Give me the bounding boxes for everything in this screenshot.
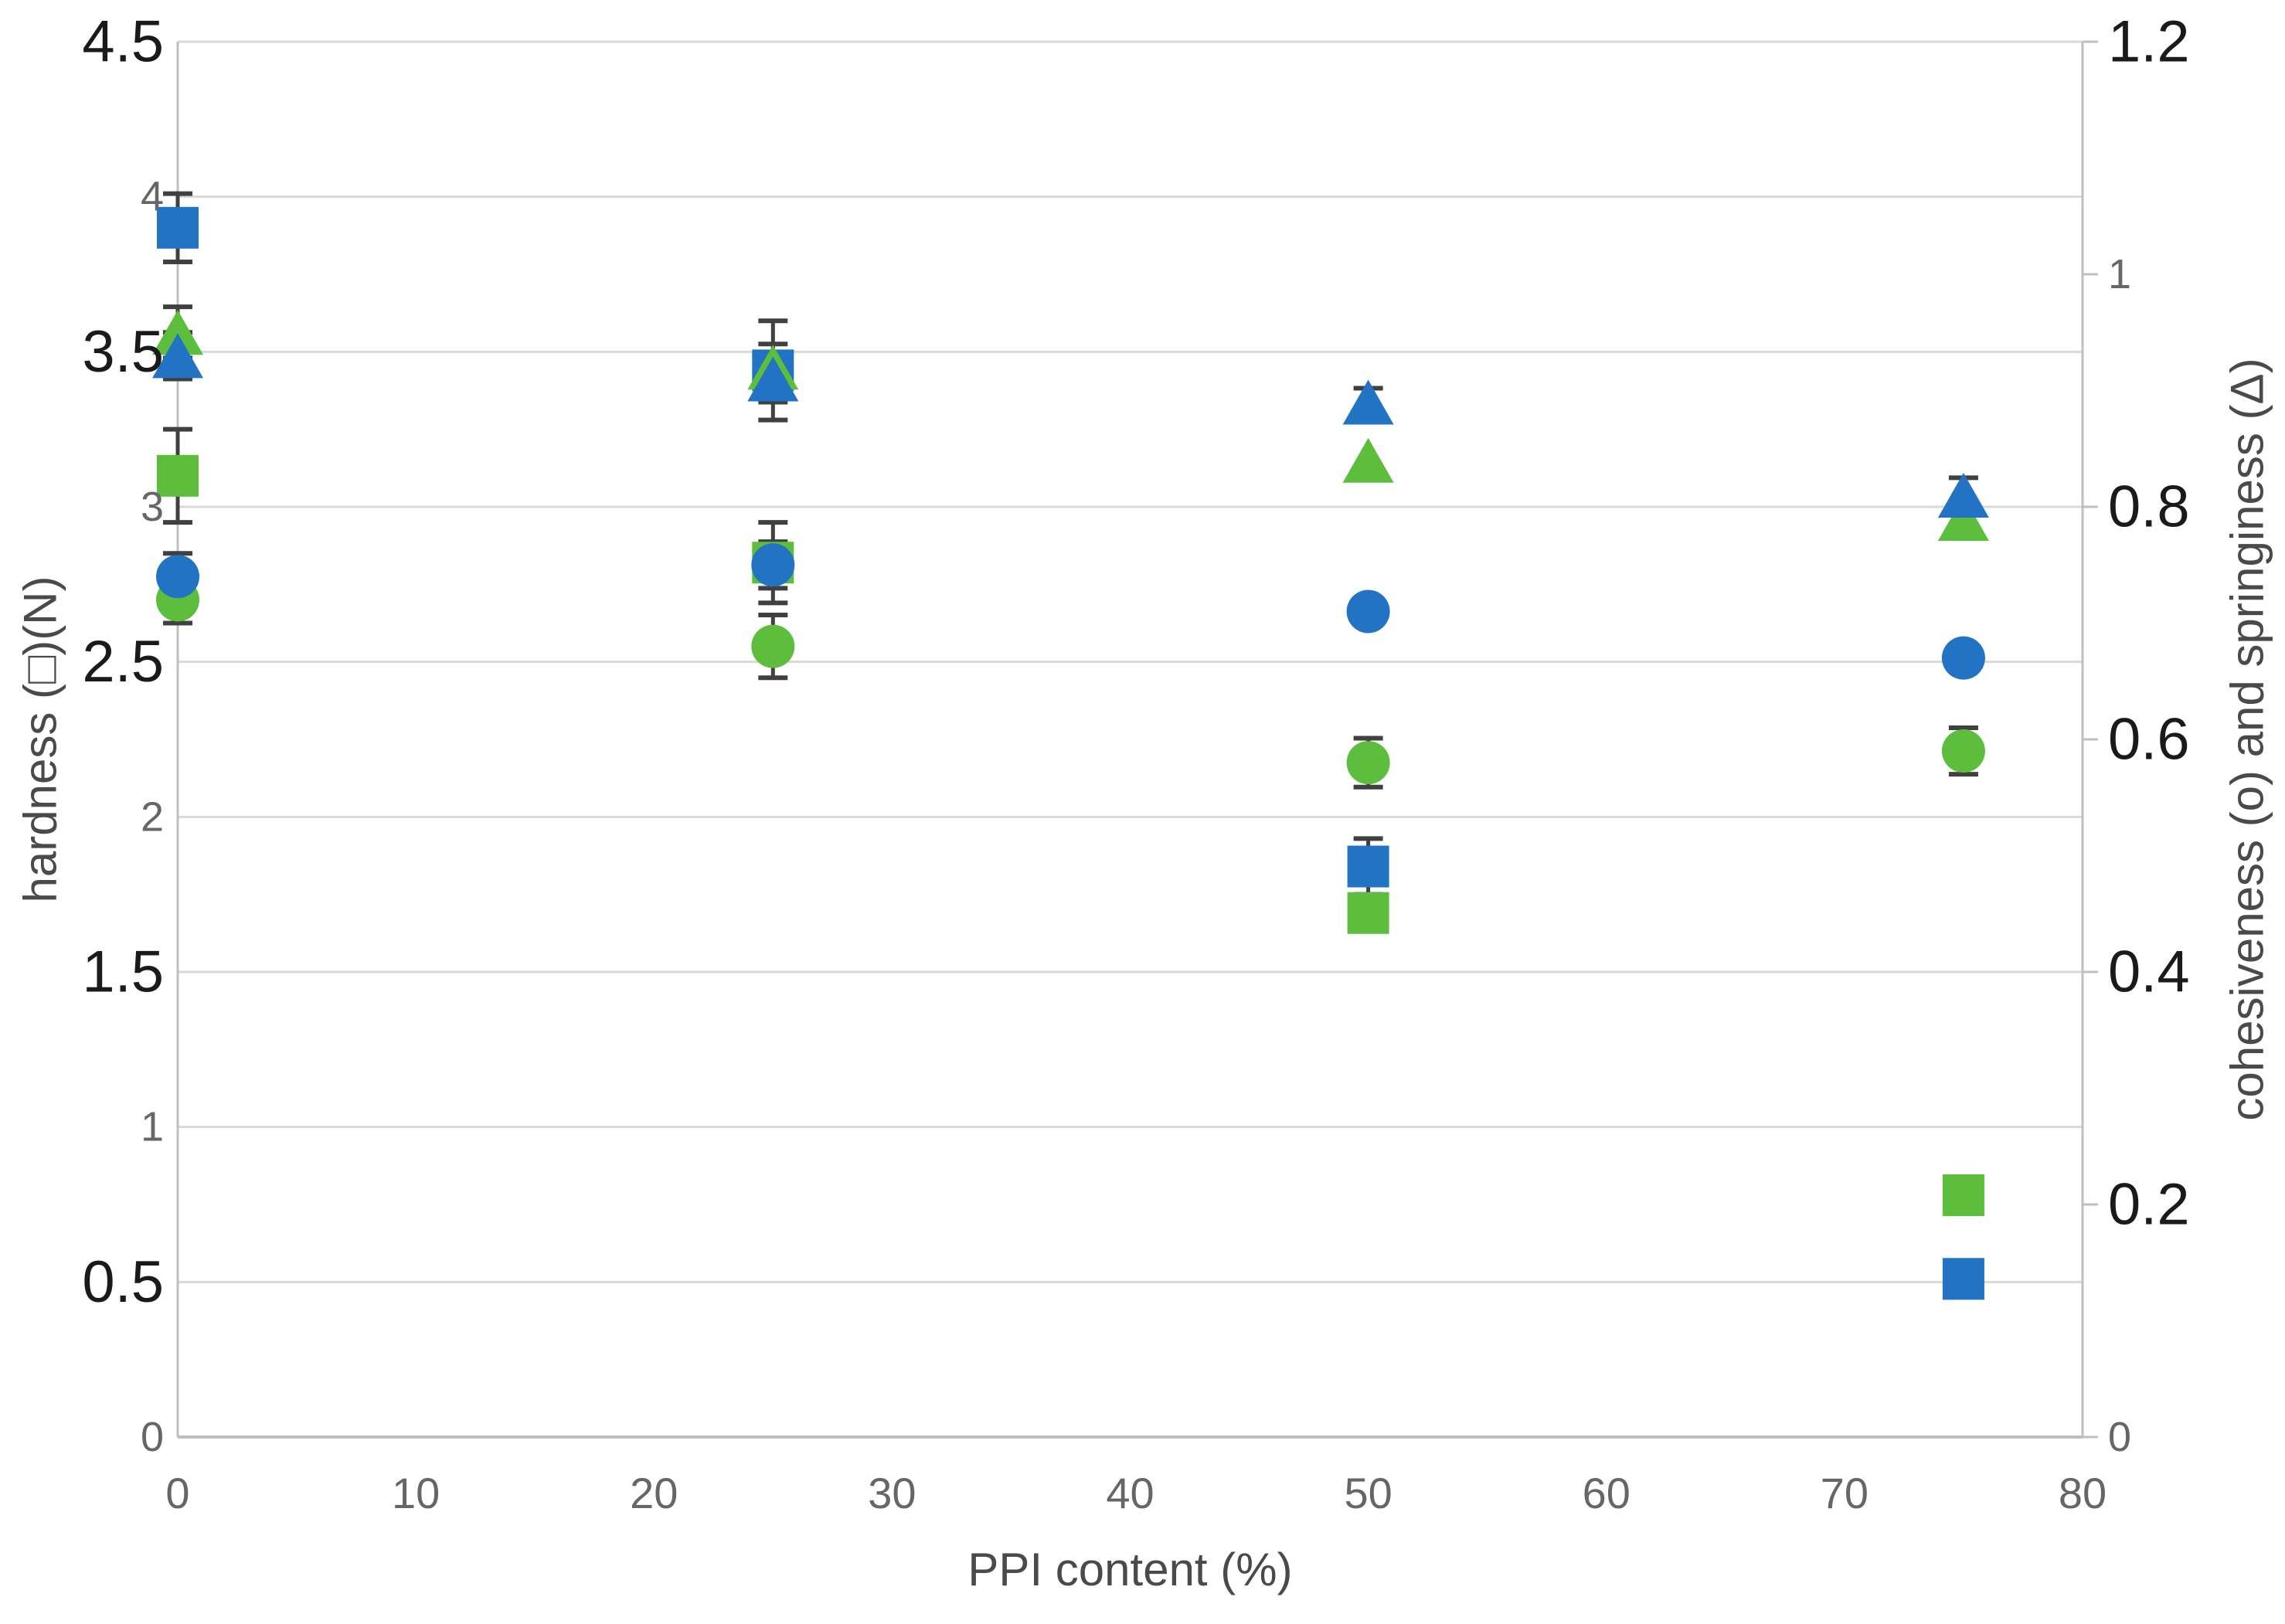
x-tick-label: 80 (2059, 1469, 2106, 1517)
marker-hardness-blue (1942, 1258, 1984, 1300)
tick-labels-layer: 4.543.532.521.510.501.210.80.60.40.200 10… (82, 9, 2189, 1518)
y-left-tick-label: 1 (141, 1104, 164, 1150)
x-tick-label: 60 (1583, 1469, 1630, 1517)
y-axis-title-left: hardness (□)(N) (15, 576, 66, 903)
marker-springiness-blue (152, 333, 203, 379)
y-left-tick-label: 0 (141, 1414, 164, 1460)
data-markers-layer (152, 206, 1989, 1300)
marker-springiness-blue (1937, 472, 1989, 518)
y-right-tick-label: 0.8 (2108, 474, 2190, 540)
x-tick-label: 50 (1344, 1469, 1392, 1517)
marker-cohesiveness-green (1346, 741, 1390, 785)
x-tick-label: 10 (392, 1469, 440, 1517)
y-right-tick-label: 1 (2108, 251, 2131, 297)
y-left-tick-label: 2 (141, 793, 164, 840)
marker-springiness-green (1937, 496, 1989, 542)
gridlines-layer (178, 40, 2083, 1283)
y-left-tick-label: 0.5 (82, 1249, 164, 1315)
marker-cohesiveness-blue (1941, 636, 1985, 680)
y-left-tick-label: 3 (141, 484, 164, 530)
y-right-tick-label: 1.2 (2108, 9, 2190, 75)
marker-hardness-green (157, 454, 199, 497)
x-tick-label: 40 (1106, 1469, 1154, 1517)
marker-cohesiveness-green (751, 624, 795, 668)
x-tick-label: 70 (1821, 1469, 1868, 1517)
marker-springiness-green (152, 310, 203, 355)
marker-cohesiveness-blue (156, 555, 199, 599)
y-axis-title-right: cohesiveness (o) and springiness (Δ) (2222, 358, 2273, 1120)
error-bars-layer (163, 191, 1978, 897)
marker-cohesiveness-green (1941, 729, 1985, 773)
axes-layer (176, 40, 2098, 1439)
y-left-tick-label: 1.5 (82, 939, 164, 1005)
y-left-tick-label: 4 (141, 174, 164, 220)
y-right-tick-label: 0 (2108, 1414, 2131, 1460)
y-right-tick-label: 0.2 (2108, 1172, 2190, 1238)
y-left-tick-label: 2.5 (82, 629, 164, 695)
marker-springiness-blue (747, 356, 799, 402)
y-right-tick-label: 0.4 (2108, 939, 2190, 1005)
marker-hardness-green (1347, 892, 1389, 934)
marker-cohesiveness-blue (751, 543, 795, 587)
x-tick-label: 30 (868, 1469, 916, 1517)
x-axis-title: PPI content (%) (967, 1544, 1292, 1595)
x-tick-label: 0 (165, 1469, 189, 1517)
y-right-tick-label: 0.6 (2108, 707, 2190, 773)
marker-hardness-blue (157, 206, 199, 249)
marker-hardness-green (1942, 1174, 1984, 1216)
marker-hardness-blue (1347, 845, 1389, 888)
y-left-tick-label: 4.5 (82, 9, 164, 75)
y-left-tick-label: 3.5 (82, 319, 164, 385)
marker-springiness-blue (1342, 379, 1394, 425)
marker-cohesiveness-blue (1346, 589, 1390, 634)
marker-springiness-green (1342, 437, 1394, 483)
x-tick-label: 20 (630, 1469, 678, 1517)
